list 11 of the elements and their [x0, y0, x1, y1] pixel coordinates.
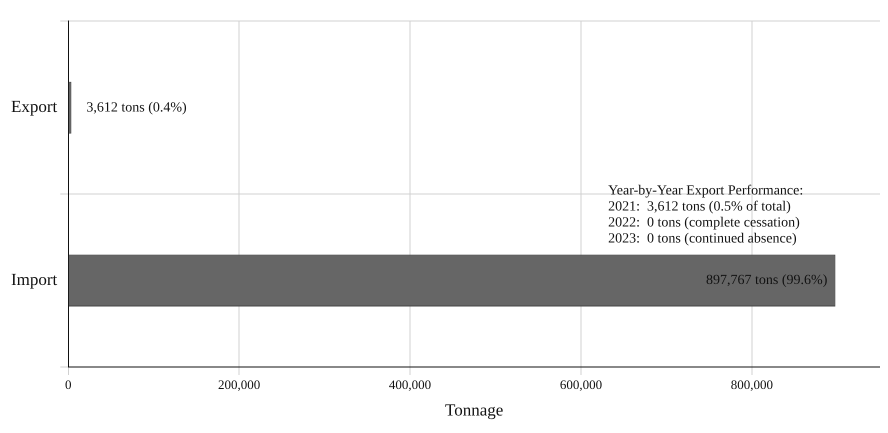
data-label: 3,612 tons (0.4%): [86, 100, 188, 116]
y-tick-label: Import: [10, 270, 58, 290]
x-tick-label: 800,000: [730, 377, 773, 392]
annotation: Year-by-Year Export Performance: 2021: 3,612 tons (0.5% of total) 2022: 0 tons (complete cessation) 2023: 0 tons (continued absence): [608, 183, 804, 246]
y-tick-label: Export: [10, 97, 58, 116]
x-tick-label: 0: [65, 377, 72, 392]
x-axis-title: Tonnage: [444, 400, 504, 420]
x-tick-label: 600,000: [560, 377, 602, 392]
x-tick-label: 400,000: [388, 377, 432, 392]
data-label: 897,767 tons (99.6%): [706, 273, 828, 288]
x-tick-label: 200,000: [218, 377, 260, 392]
